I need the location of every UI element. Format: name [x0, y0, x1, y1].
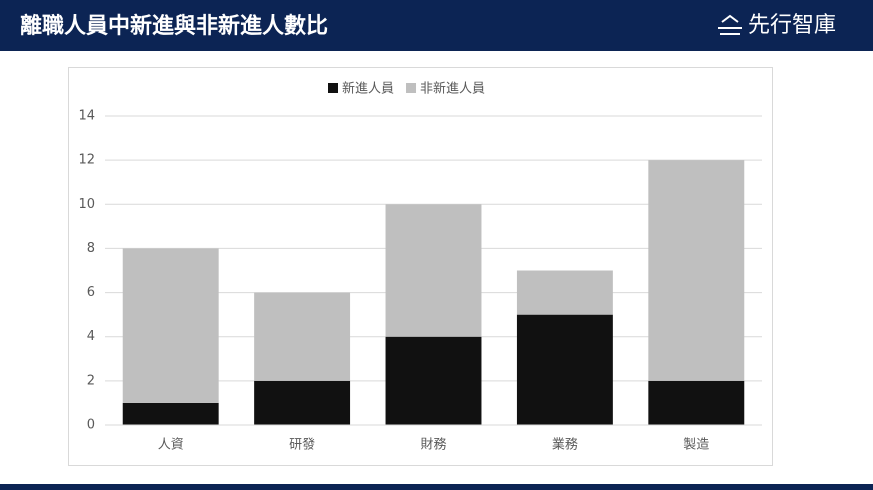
slide-title: 離職人員中新進與非新進人數比 — [20, 13, 328, 39]
y-tick-label: 4 — [87, 329, 95, 344]
bar-segment — [516, 314, 613, 425]
legend-swatch — [406, 83, 417, 93]
bar-segment — [648, 380, 745, 425]
y-tick-label: 14 — [78, 109, 95, 124]
y-tick-label: 6 — [87, 285, 95, 300]
y-tick-label: 8 — [87, 241, 95, 256]
y-tick-label: 0 — [87, 418, 95, 433]
bar-segment — [385, 336, 482, 425]
bar-segment — [122, 248, 219, 403]
bar-segment — [254, 380, 351, 425]
legend-swatch — [328, 83, 338, 93]
y-tick-label: 12 — [78, 153, 95, 168]
y-tick-label: 10 — [78, 197, 95, 212]
bar-segment — [516, 270, 613, 315]
bar-segment — [648, 160, 745, 381]
header-bar — [0, 0, 873, 51]
footer-bar — [0, 484, 873, 490]
x-tick-label: 製造 — [683, 438, 709, 453]
x-tick-label: 業務 — [552, 437, 578, 453]
x-tick-label: 財務 — [420, 438, 446, 453]
y-tick-label: 2 — [87, 373, 95, 388]
x-tick-label: 研發 — [289, 438, 315, 453]
logo-icon — [718, 14, 742, 35]
legend-label: 非新進人員 — [420, 81, 485, 97]
bar-segment — [385, 204, 482, 337]
bar-segment — [254, 292, 351, 381]
bar-segment — [122, 402, 219, 425]
logo-text: 先行智庫 — [748, 13, 836, 38]
x-tick-label: 人資 — [158, 438, 184, 453]
legend-label: 新進人員 — [342, 81, 394, 97]
